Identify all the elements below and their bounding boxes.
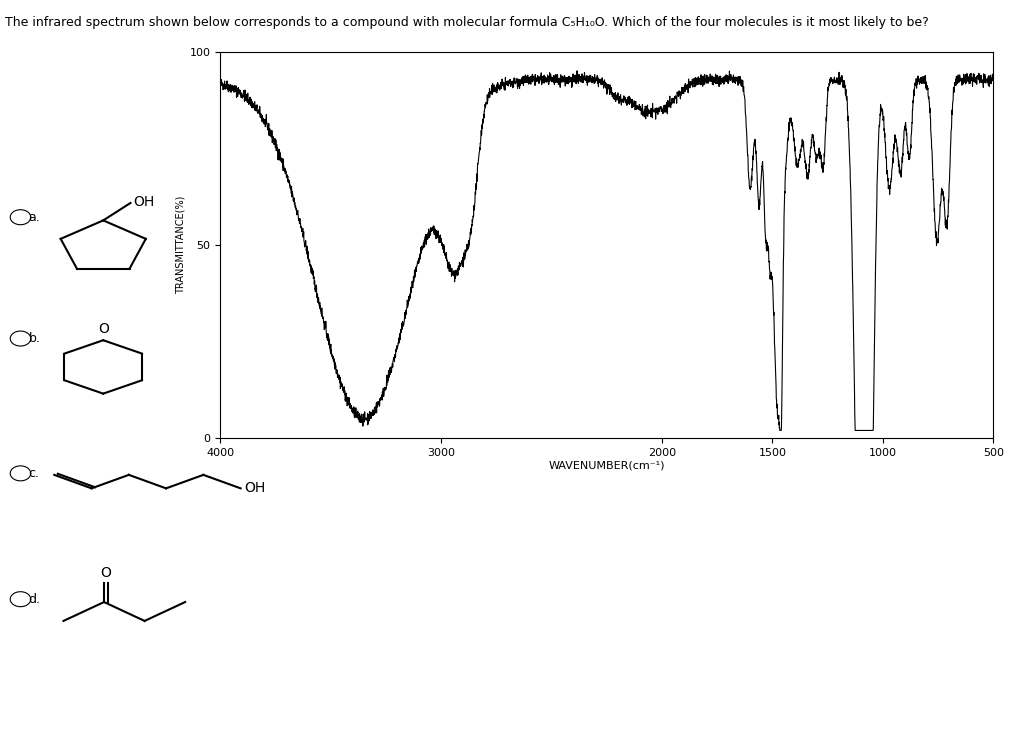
Text: O: O <box>97 321 109 336</box>
Text: O: O <box>100 566 112 580</box>
Text: OH: OH <box>133 195 155 210</box>
Text: The infrared spectrum shown below corresponds to a compound with molecular formu: The infrared spectrum shown below corres… <box>5 16 929 29</box>
Text: b.: b. <box>29 332 41 345</box>
Text: c.: c. <box>29 467 40 480</box>
Y-axis label: TRANSMITTANCE(%): TRANSMITTANCE(%) <box>175 196 185 294</box>
Text: OH: OH <box>245 482 266 495</box>
Text: d.: d. <box>29 592 41 606</box>
X-axis label: WAVENUMBER(cm⁻¹): WAVENUMBER(cm⁻¹) <box>549 461 665 470</box>
Text: a.: a. <box>29 210 40 224</box>
